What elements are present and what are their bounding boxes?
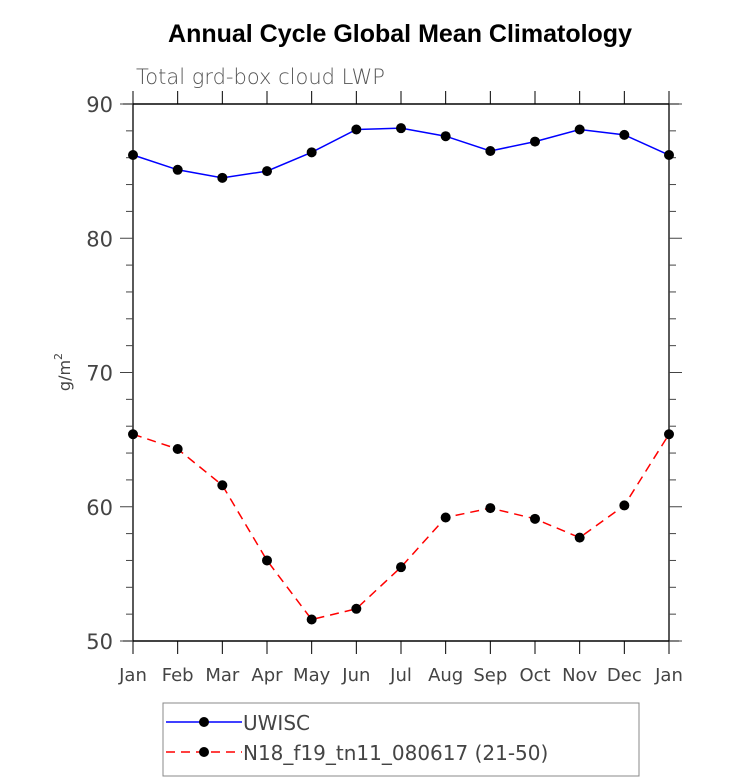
chart-title: Annual Cycle Global Mean Climatology: [168, 20, 632, 48]
data-point: [396, 562, 406, 573]
svg-text:g/m2: g/m2: [52, 353, 74, 391]
data-point: [485, 145, 496, 156]
data-point: [306, 147, 317, 158]
chart-subtitle: Total grd-box cloud LWP: [136, 65, 385, 89]
x-tick-label: Jan: [654, 665, 683, 686]
x-tick-label: Jan: [118, 665, 147, 686]
x-tick-label: Aug: [428, 665, 463, 686]
data-point: [440, 512, 451, 523]
y-tick-label: 90: [86, 93, 113, 117]
legend-label: N18_f19_tn11_080617 (21-50): [243, 741, 548, 765]
legend: UWISC N18_f19_tn11_080617 (21-50): [162, 702, 640, 777]
data-point: [485, 503, 496, 514]
y-tick-label: 60: [86, 496, 113, 520]
data-point: [217, 172, 228, 183]
data-point: [172, 164, 183, 175]
x-tick-label: Oct: [519, 665, 550, 686]
data-point: [574, 532, 585, 543]
data-point: [530, 513, 540, 524]
legend-marker: [199, 717, 209, 727]
series-0: [128, 123, 674, 183]
y-axis-label-text: g/m: [55, 360, 74, 391]
x-tick-label: Nov: [562, 665, 597, 686]
data-point: [217, 480, 228, 491]
legend-marker: [199, 747, 209, 757]
legend-box: [162, 702, 640, 777]
x-tick-label: Sep: [473, 665, 507, 686]
data-point: [396, 123, 406, 134]
x-tick-label: Jul: [389, 665, 412, 686]
x-tick-label: Jun: [341, 665, 370, 686]
x-tick-label: Mar: [205, 665, 240, 686]
data-point: [530, 136, 540, 147]
y-tick-label: 80: [86, 227, 113, 251]
y-tick-label: 50: [86, 630, 113, 654]
data-point: [351, 124, 362, 135]
y-axis-label: g/m2: [52, 353, 74, 391]
data-point: [306, 614, 317, 625]
data-point: [619, 500, 630, 511]
y-tick-label: 70: [86, 362, 113, 386]
x-tick-label: Apr: [251, 665, 283, 686]
series-1: [128, 429, 674, 625]
series-line: [132, 127, 670, 179]
data-point: [574, 124, 585, 135]
data-point: [440, 131, 451, 142]
data-point: [664, 150, 674, 161]
axes: Jan Feb Mar Apr May Jun Jul Aug Sep Oct Nov Dec Jan5…: [86, 91, 683, 686]
data-point: [262, 555, 272, 566]
data-point: [619, 129, 630, 140]
x-tick-label: Feb: [162, 665, 194, 686]
data-point: [262, 166, 272, 177]
legend-label: UWISC: [243, 711, 310, 735]
series-layer: [128, 123, 674, 625]
data-point: [664, 429, 674, 440]
data-point: [128, 429, 138, 440]
plot-frame: [132, 103, 670, 642]
data-point: [172, 444, 183, 455]
x-tick-label: May: [293, 665, 331, 686]
data-point: [128, 150, 138, 161]
series-line: [132, 433, 670, 621]
data-point: [351, 603, 362, 614]
y-axis-label-superscript: 2: [52, 353, 65, 360]
x-tick-label: Dec: [607, 665, 642, 686]
